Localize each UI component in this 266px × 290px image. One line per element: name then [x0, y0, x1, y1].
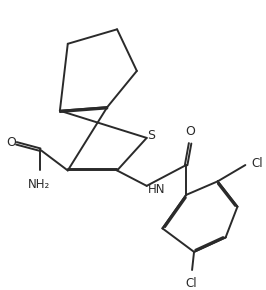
- Text: Cl: Cl: [251, 157, 263, 170]
- Text: S: S: [147, 129, 155, 142]
- Text: O: O: [186, 125, 196, 138]
- Text: O: O: [6, 136, 16, 149]
- Text: HN: HN: [148, 182, 165, 195]
- Text: Cl: Cl: [185, 277, 197, 290]
- Text: NH₂: NH₂: [28, 178, 50, 191]
